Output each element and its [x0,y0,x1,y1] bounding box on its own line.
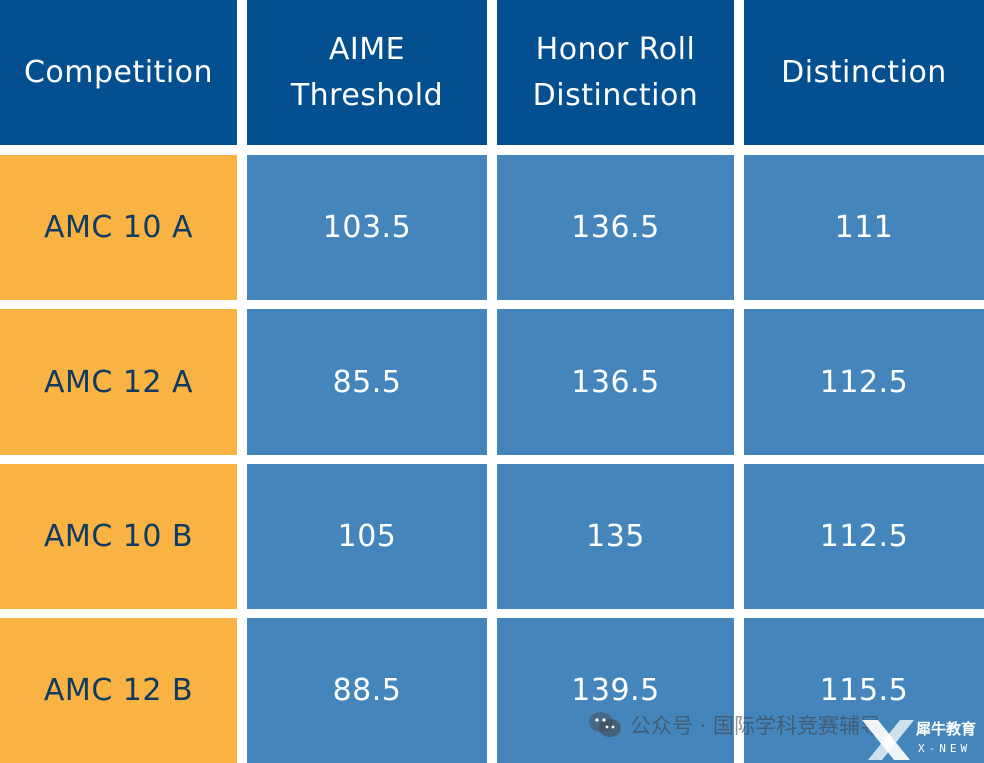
competition-cell: AMC 10 A [0,155,237,300]
logo-text: 犀牛教育 [916,720,977,738]
honor-roll-cell: 136.5 [497,155,734,300]
aime-threshold-cell: 88.5 [247,618,487,763]
competition-cell: AMC 12 B [0,618,237,763]
aime-threshold-cell: 103.5 [247,155,487,300]
distinction-cell: 112.5 [744,464,984,609]
watermark-text: 公众号 · 国际学科竞赛辅导 [630,714,882,738]
honor-roll-cell: 136.5 [497,309,734,455]
competition-cell: AMC 10 B [0,464,237,609]
header-competition: Competition [0,0,237,145]
wechat-icon [589,712,621,737]
header-distinction: Distinction [744,0,984,145]
honor-roll-cell: 135 [497,464,734,609]
competition-cell: AMC 12 A [0,309,237,455]
aime-threshold-cell: 85.5 [247,309,487,455]
wechat-watermark: 公众号 · 国际学科竞赛辅导 [588,706,881,744]
distinction-cell: 111 [744,155,984,300]
honor-roll-cell: 139.5 [497,618,734,763]
distinction-cell: 115.5 [744,618,984,763]
x-logo-icon [862,720,914,760]
aime-threshold-cell: 105 [247,464,487,609]
logo-subtext: X-NEW [918,742,972,755]
header-aime-threshold: AIME Threshold [247,0,487,145]
header-honor-roll-distinction: Honor Roll Distinction [497,0,734,145]
distinction-cell: 112.5 [744,309,984,455]
xnew-logo: 犀牛教育 X-NEW [860,716,984,763]
